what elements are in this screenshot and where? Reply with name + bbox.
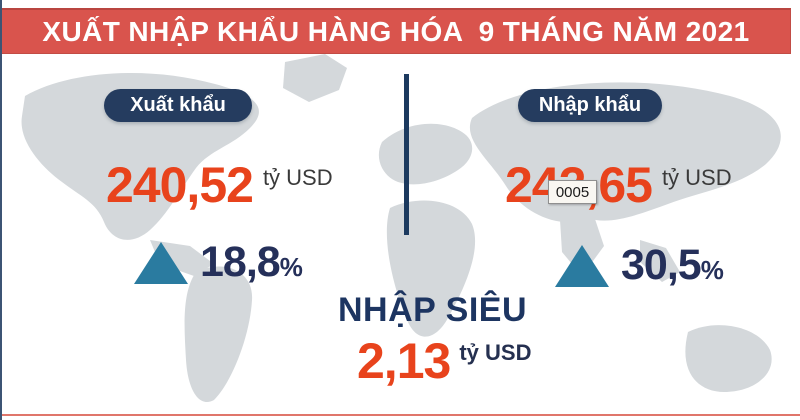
export-unit: tỷ USD bbox=[262, 165, 333, 190]
trade-balance-label: NHẬP SIÊU bbox=[338, 291, 528, 329]
map-south-america bbox=[184, 266, 253, 403]
map-australia bbox=[685, 325, 772, 392]
trade-balance-unit: tỷ USD bbox=[459, 340, 532, 365]
frame-counter-text: 0005 bbox=[555, 183, 590, 201]
increase-triangle-icon bbox=[134, 241, 188, 284]
frame-counter-overlay: 0005 bbox=[548, 180, 597, 204]
export-value-row: 240,52 tỷ USD bbox=[106, 160, 333, 210]
export-badge-label: Xuất khẩu bbox=[130, 94, 226, 116]
increase-triangle-icon bbox=[555, 244, 609, 287]
export-growth-value: 18,8% bbox=[200, 238, 303, 286]
trade-balance-row: 2,13 tỷ USD bbox=[357, 336, 531, 386]
import-badge-label: Nhập khẩu bbox=[538, 94, 642, 116]
trade-balance-value: 2,13 bbox=[357, 333, 451, 389]
export-growth-row: 18,8% bbox=[134, 238, 303, 286]
center-divider-line bbox=[404, 74, 409, 235]
map-europe bbox=[378, 123, 473, 185]
left-border-line bbox=[0, 0, 2, 420]
import-growth-suffix: % bbox=[700, 255, 724, 285]
import-unit: tỷ USD bbox=[661, 165, 732, 190]
map-se-asia bbox=[640, 240, 680, 282]
import-value-row: 242,65 tỷ USD bbox=[505, 160, 732, 210]
export-badge: Xuất khẩu bbox=[104, 89, 252, 122]
page-title: XUẤT NHẬP KHẨU HÀNG HÓA 9 THÁNG NĂM 2021 bbox=[42, 15, 750, 47]
import-growth-row: 30,5% bbox=[555, 241, 724, 289]
title-bar: XUẤT NHẬP KHẨU HÀNG HÓA 9 THÁNG NĂM 2021 bbox=[2, 8, 791, 54]
import-badge: Nhập khẩu bbox=[518, 89, 662, 122]
export-growth-suffix: % bbox=[279, 252, 303, 282]
export-value: 240,52 bbox=[106, 157, 254, 213]
import-growth-value: 30,5% bbox=[621, 241, 724, 289]
bottom-border-line bbox=[0, 414, 800, 416]
map-greenland bbox=[283, 54, 347, 102]
